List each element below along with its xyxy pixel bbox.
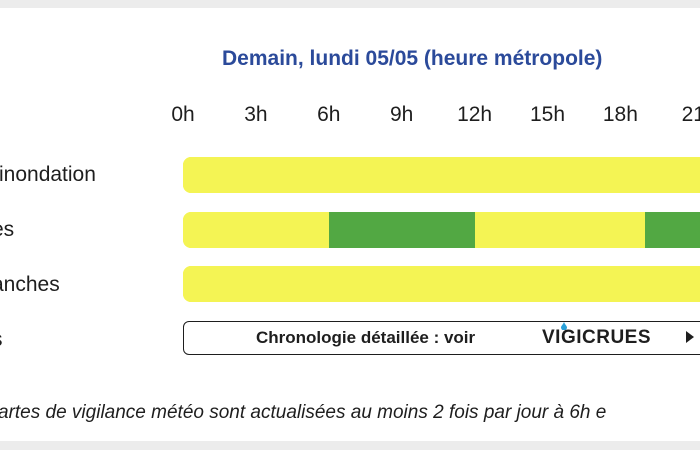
hour-label: 18h	[602, 103, 638, 126]
row-label-avalanches: anches	[0, 273, 60, 296]
triangle-right-icon	[686, 331, 694, 343]
hour-label: 0h	[171, 103, 195, 126]
timeline-bar-inondation	[183, 157, 700, 193]
hour-label: 15h	[529, 103, 566, 126]
vigilance-segment-jaune	[474, 212, 645, 248]
hour-label: 12h	[457, 103, 493, 126]
page-title: Demain, lundi 05/05 (heure métropole)	[222, 47, 603, 70]
vigicrues-logo: VIGICRUES	[542, 327, 652, 348]
hour-label: 9h	[390, 103, 414, 126]
hour-label: 3h	[244, 103, 268, 126]
vigilance-segment-jaune	[183, 157, 700, 193]
vigilance-segment-vert	[644, 212, 700, 248]
update-footnote: artes de vigilance météo sont actualisée…	[0, 402, 607, 423]
row-label-crues: s	[0, 328, 3, 352]
row-label-2: es	[0, 218, 15, 241]
hour-label: 6h	[317, 103, 341, 126]
bottom-divider	[0, 441, 700, 450]
vigicrues-link-button[interactable]: Chronologie détaillée : voir VIGICRUES	[183, 321, 700, 355]
vigicrues-link-text: Chronologie détaillée : voir	[256, 328, 476, 347]
top-divider	[0, 0, 700, 8]
water-drop-icon	[561, 322, 567, 330]
vigilance-segment-jaune	[183, 266, 700, 302]
timeline-bar-2	[183, 212, 700, 248]
timeline-bar-avalanches	[183, 266, 700, 302]
row-label-inondation: -inondation	[0, 163, 96, 186]
vigilance-segment-vert	[328, 212, 475, 248]
vigilance-segment-jaune	[183, 212, 329, 248]
hour-label: 21	[681, 103, 700, 126]
